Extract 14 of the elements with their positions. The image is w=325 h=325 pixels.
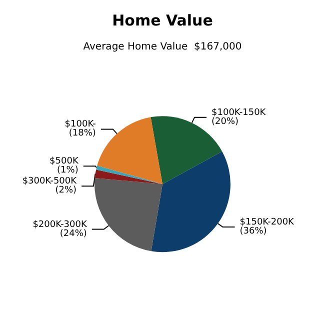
slice-label: $500K xyxy=(50,156,80,167)
data-label: (1%) xyxy=(57,166,78,176)
slice-label: $150K-200K xyxy=(240,218,296,228)
chart-title: Home Value xyxy=(112,12,213,30)
chart-subtitle: Average Home Value $167,000 xyxy=(83,42,242,52)
data-label: (24%) xyxy=(60,228,87,239)
data-label: (18%) xyxy=(68,128,96,139)
slice-label: $300K-500K xyxy=(22,176,78,187)
slice-label: $200K-300K xyxy=(32,220,88,230)
slice-label: $100K-150K xyxy=(212,108,267,118)
data-label: (20%) xyxy=(212,116,239,127)
slice-label: $100K- xyxy=(64,120,96,130)
data-label: (36%) xyxy=(240,226,267,237)
data-label: (2%) xyxy=(55,186,77,196)
